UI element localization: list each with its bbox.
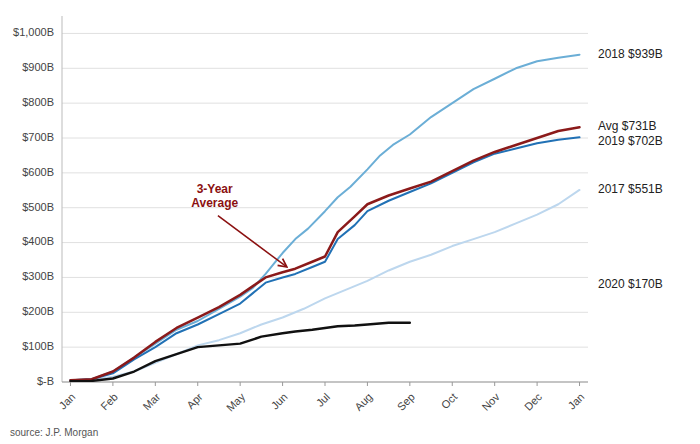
x-tick <box>112 382 113 386</box>
series-line <box>70 323 409 382</box>
y-tick-label: $700B <box>22 131 54 143</box>
grid-line <box>62 207 588 208</box>
x-tick-label: Mar <box>141 390 163 412</box>
source: source: J.P. Morgan <box>10 427 98 438</box>
x-tick <box>282 382 283 386</box>
x-tick-label: Jun <box>269 391 290 412</box>
series-line <box>70 55 579 381</box>
y-tick-label: $200B <box>22 305 54 317</box>
x-tick <box>409 382 410 386</box>
grid-line <box>62 347 588 348</box>
y-tick-label: $400B <box>22 235 54 247</box>
x-tick-label: Sep <box>395 391 417 413</box>
x-tick <box>494 382 495 386</box>
x-tick <box>537 382 538 386</box>
y-axis-line <box>62 16 63 382</box>
grid <box>62 33 588 382</box>
x-tick-label: Dec <box>522 390 545 413</box>
y-tick-label: $-B <box>37 375 54 387</box>
end-label: 2020 $170B <box>598 277 663 291</box>
chart: $-B $100B $200B $300B $400B $500B $600B $700B $8… <box>0 0 700 444</box>
x-tick-label: Apr <box>184 390 205 411</box>
x-tick <box>579 382 580 386</box>
x-tick-label: Jan <box>57 391 78 412</box>
series-line <box>70 127 579 380</box>
y-tick-label: $800B <box>22 96 54 108</box>
x-tick <box>325 382 326 386</box>
grid-line <box>62 68 588 69</box>
x-tick-label: Aug <box>352 391 374 413</box>
grid-line <box>62 172 588 173</box>
annotations: 3-YearAverage 2018 $939B Avg $731B2019 $70… <box>191 47 662 291</box>
y-tick-label: $600B <box>22 166 54 178</box>
annotation: 3-YearAverage <box>191 182 238 210</box>
axes: $-B $100B $200B $300B $400B $500B $600B $700B $8… <box>13 16 588 414</box>
x-tick-label: Jul <box>314 391 332 409</box>
end-label: Avg $731B <box>598 119 657 133</box>
annotation-arrow <box>218 216 287 267</box>
x-tick <box>367 382 368 386</box>
series-line <box>70 137 579 380</box>
x-tick <box>155 382 156 386</box>
end-label: 2018 $939B <box>598 47 663 61</box>
y-tick-label: $300B <box>22 270 54 282</box>
x-tick <box>452 382 453 386</box>
grid-line <box>62 138 588 139</box>
lines <box>70 55 579 382</box>
x-tick-label: Nov <box>479 390 502 413</box>
x-tick-label: Feb <box>98 391 120 413</box>
x-tick-label: Oct <box>439 391 460 412</box>
x-tick <box>197 382 198 386</box>
x-tick <box>70 382 71 386</box>
grid-line <box>62 312 588 313</box>
y-tick-label: $100B <box>22 340 54 352</box>
end-label: 2017 $551B <box>598 182 663 196</box>
grid-line <box>62 33 588 34</box>
grid-line <box>62 277 588 278</box>
grid-line <box>62 242 588 243</box>
y-tick-label: $500B <box>22 201 54 213</box>
x-tick-label: May <box>224 390 248 414</box>
y-tick-label: $900B <box>22 61 54 73</box>
grid-line <box>62 103 588 104</box>
y-tick-label: $1,000B <box>13 26 54 38</box>
x-tick-label: Jan <box>566 391 587 412</box>
x-tick <box>240 382 241 386</box>
end-label: 2019 $702B <box>598 134 663 148</box>
